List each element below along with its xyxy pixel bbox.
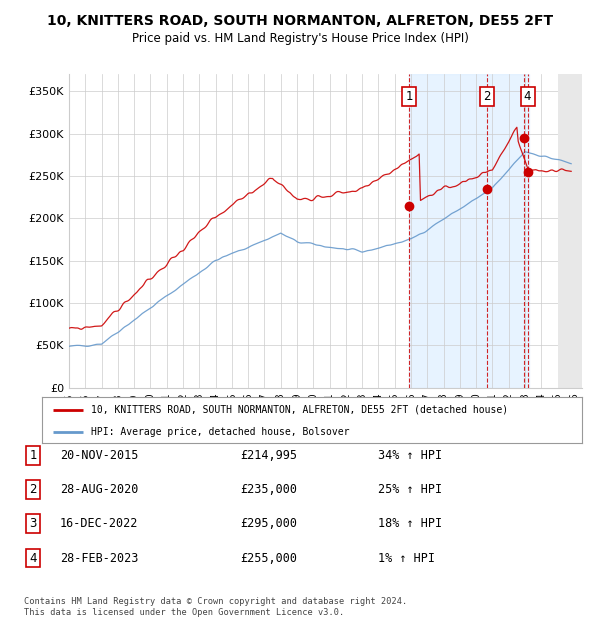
Text: 2: 2 [29, 484, 37, 496]
Text: 28-AUG-2020: 28-AUG-2020 [60, 484, 139, 496]
Text: 10, KNITTERS ROAD, SOUTH NORMANTON, ALFRETON, DE55 2FT: 10, KNITTERS ROAD, SOUTH NORMANTON, ALFR… [47, 14, 553, 28]
Text: 28-FEB-2023: 28-FEB-2023 [60, 552, 139, 564]
Text: 16-DEC-2022: 16-DEC-2022 [60, 518, 139, 530]
Text: 34% ↑ HPI: 34% ↑ HPI [378, 450, 442, 462]
Text: 4: 4 [524, 90, 532, 103]
Bar [409, 74, 529, 388]
Text: 20-NOV-2015: 20-NOV-2015 [60, 450, 139, 462]
Text: 18% ↑ HPI: 18% ↑ HPI [378, 518, 442, 530]
Text: £295,000: £295,000 [240, 518, 297, 530]
Text: Price paid vs. HM Land Registry's House Price Index (HPI): Price paid vs. HM Land Registry's House … [131, 32, 469, 45]
Text: 1: 1 [406, 90, 413, 103]
Text: 4: 4 [29, 552, 37, 564]
Text: HPI: Average price, detached house, Bolsover: HPI: Average price, detached house, Bols… [91, 427, 349, 436]
Text: £255,000: £255,000 [240, 552, 297, 564]
Text: 1: 1 [29, 450, 37, 462]
Text: Contains HM Land Registry data © Crown copyright and database right 2024.: Contains HM Land Registry data © Crown c… [24, 597, 407, 606]
Text: 10, KNITTERS ROAD, SOUTH NORMANTON, ALFRETON, DE55 2FT (detached house): 10, KNITTERS ROAD, SOUTH NORMANTON, ALFR… [91, 405, 508, 415]
Text: £235,000: £235,000 [240, 484, 297, 496]
Text: 1% ↑ HPI: 1% ↑ HPI [378, 552, 435, 564]
Text: This data is licensed under the Open Government Licence v3.0.: This data is licensed under the Open Gov… [24, 608, 344, 617]
Text: £214,995: £214,995 [240, 450, 297, 462]
Text: 25% ↑ HPI: 25% ↑ HPI [378, 484, 442, 496]
Text: 3: 3 [29, 518, 37, 530]
Text: 2: 2 [483, 90, 491, 103]
